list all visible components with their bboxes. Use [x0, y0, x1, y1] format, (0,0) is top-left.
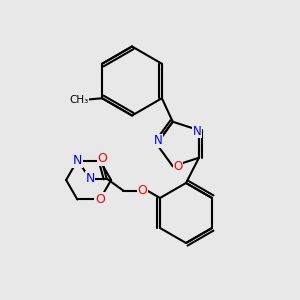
- Text: N: N: [73, 154, 82, 167]
- Text: N: N: [193, 124, 202, 138]
- Text: N: N: [85, 172, 95, 185]
- Text: CH₃: CH₃: [69, 95, 88, 105]
- Text: O: O: [138, 184, 148, 197]
- Text: N: N: [154, 134, 163, 148]
- Text: O: O: [97, 152, 107, 165]
- Text: O: O: [95, 193, 105, 206]
- Text: O: O: [173, 160, 183, 173]
